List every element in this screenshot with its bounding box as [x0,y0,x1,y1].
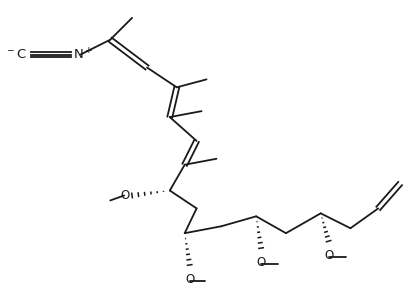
Text: O: O [185,273,194,286]
Text: O: O [324,249,333,262]
Text: N$^+$: N$^+$ [73,47,93,62]
Text: $^-$C: $^-$C [5,48,28,61]
Text: O: O [256,256,266,269]
Text: O: O [121,189,130,202]
